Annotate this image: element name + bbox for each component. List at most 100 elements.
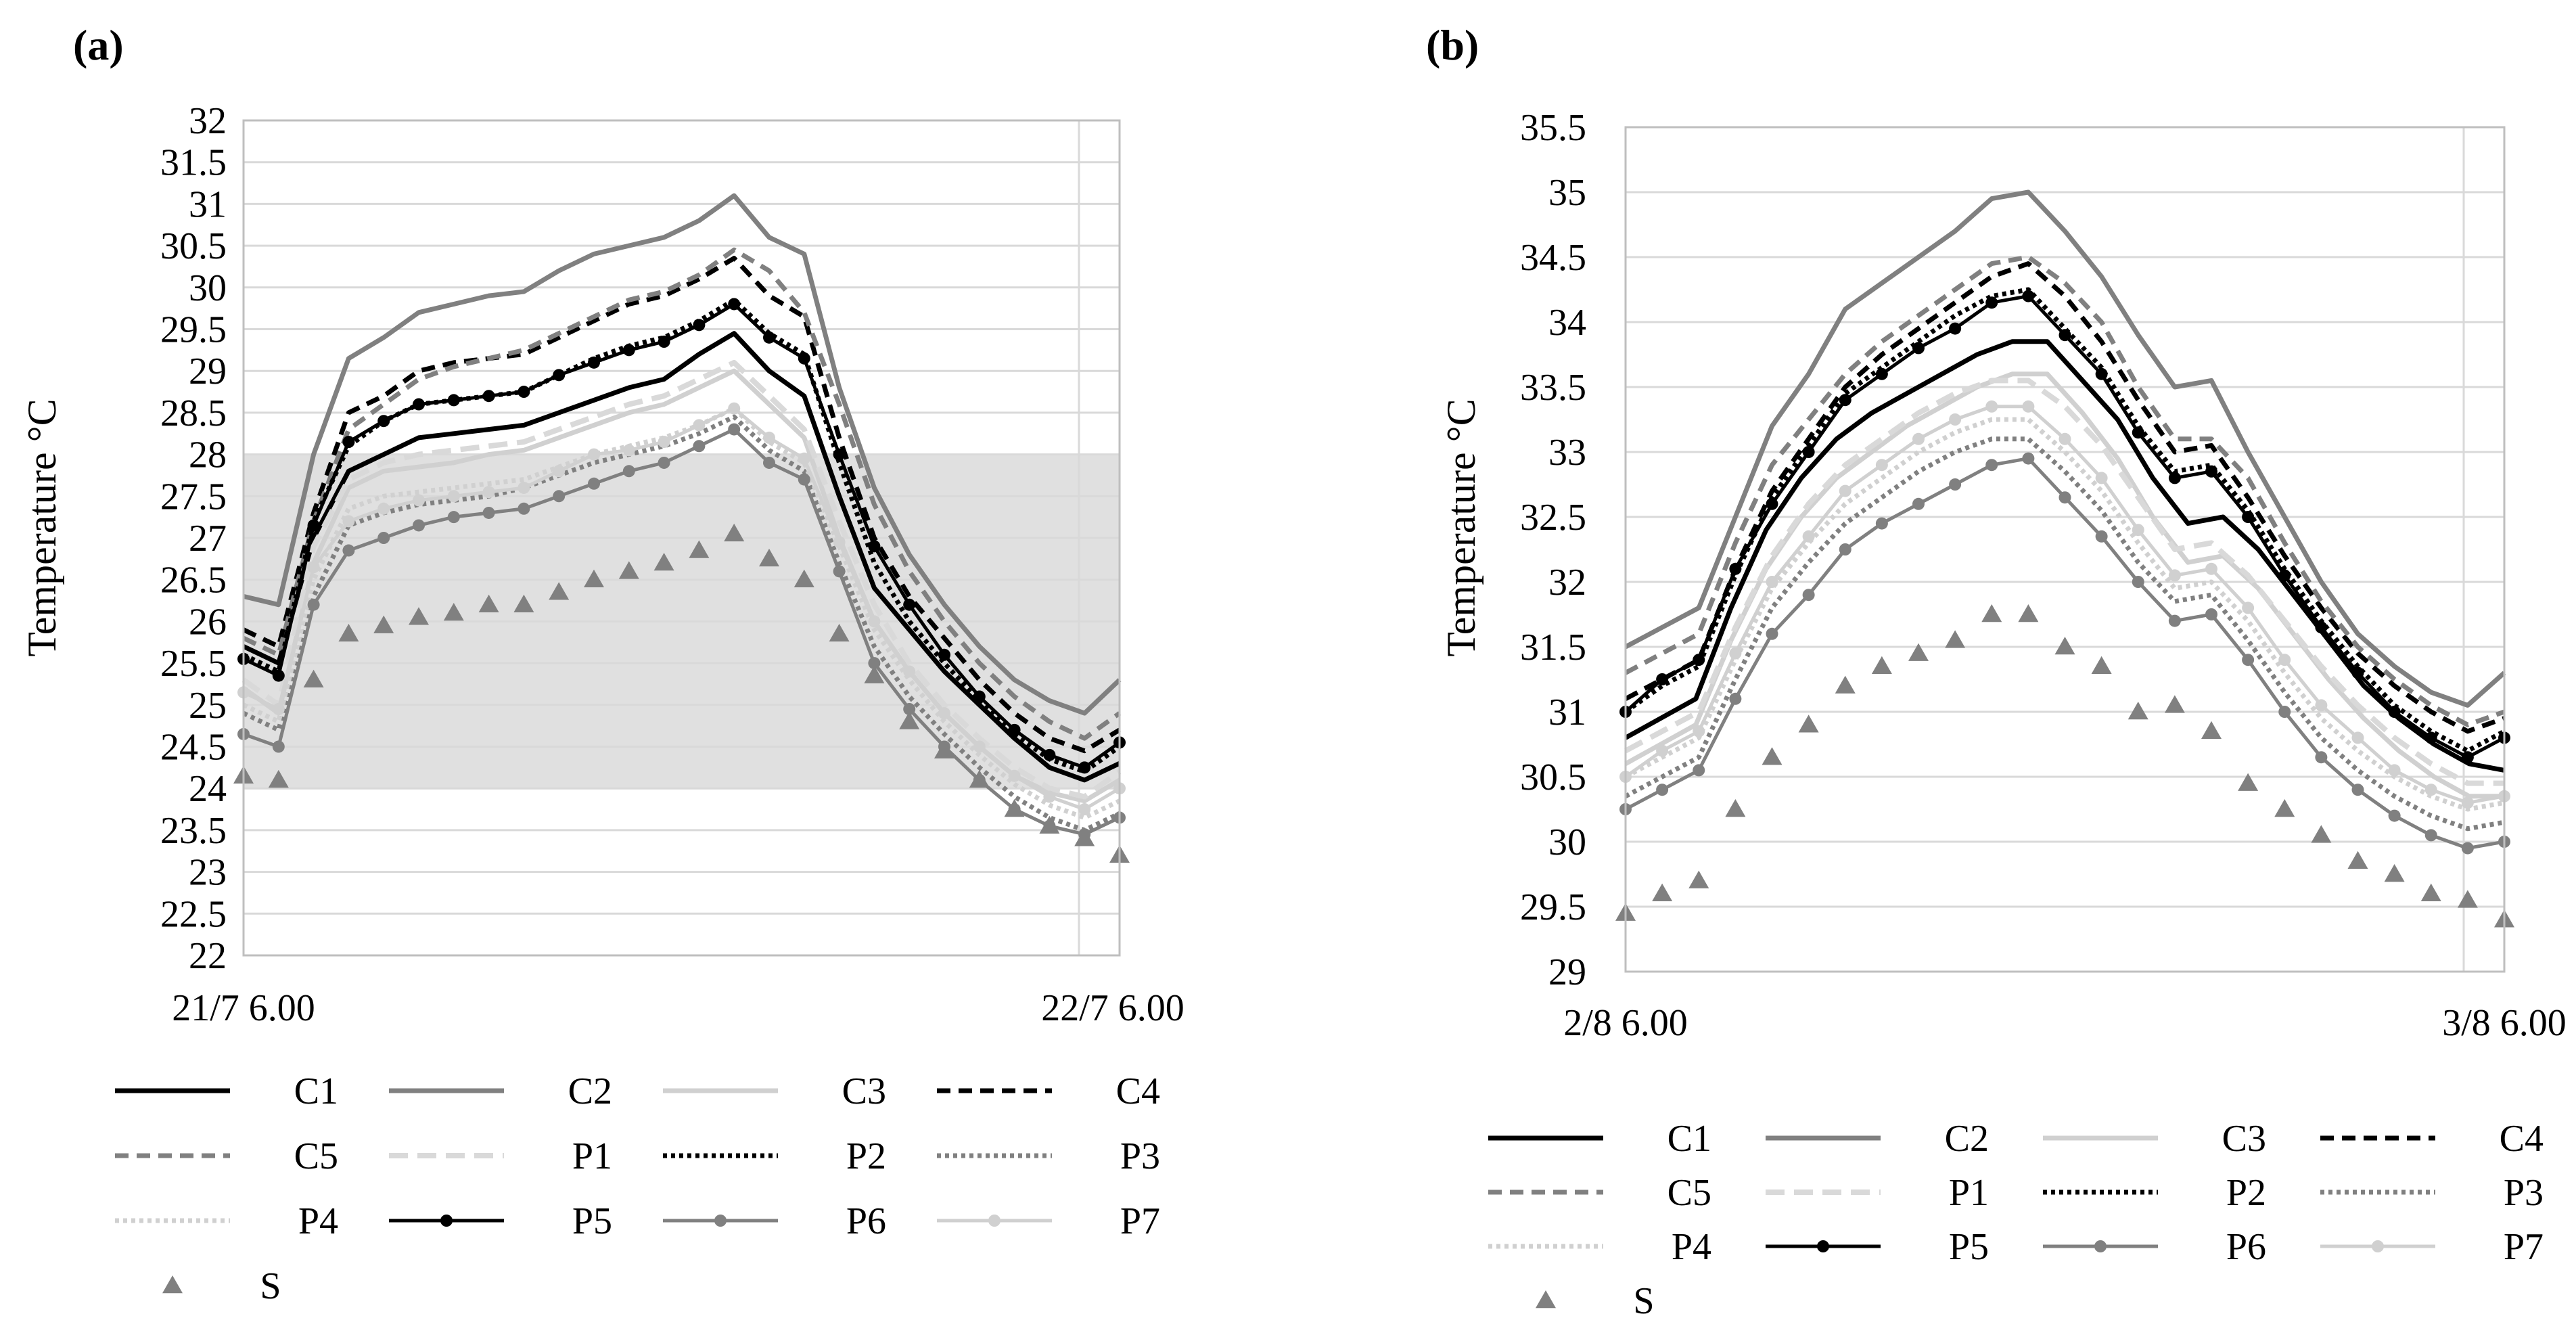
legend-marker-P5 xyxy=(440,1215,453,1227)
y-tick-label: 29.5 xyxy=(1520,886,1586,928)
point-P5 xyxy=(728,298,741,311)
point-P5 xyxy=(1912,342,1925,355)
legend-label-P3: P3 xyxy=(1120,1135,1160,1177)
point-P7 xyxy=(413,494,425,507)
point-P5 xyxy=(798,352,810,365)
point-P7 xyxy=(693,419,706,432)
series-P4 xyxy=(242,406,1121,820)
legend-entry-P6: P6 xyxy=(2043,1226,2266,1268)
series-line-C4 xyxy=(242,256,1121,754)
legend-entry-S: S xyxy=(1536,1280,1655,1322)
y-tick-labels-b: 29 29.5 30 30.5 31 31.5 32 32.5 33 33.5 34 34.5 35 35… xyxy=(1520,107,1586,993)
point-P7 xyxy=(1043,790,1056,803)
legend-entry-P4: P4 xyxy=(1488,1226,1711,1268)
legend-label-P4: P4 xyxy=(298,1200,338,1242)
point-P6 xyxy=(2168,614,2181,627)
series-line-C4 xyxy=(1624,261,2506,734)
legend-label-P2: P2 xyxy=(2226,1172,2266,1214)
point-P6 xyxy=(2242,654,2255,666)
point-P7 xyxy=(2351,731,2364,744)
legend-entry-C4: C4 xyxy=(937,1070,1160,1112)
point-S xyxy=(549,582,570,600)
point-P7 xyxy=(588,448,600,461)
point-P6 xyxy=(1912,497,1925,510)
point-P7 xyxy=(622,444,635,457)
series-line-C1 xyxy=(242,331,1121,783)
point-S xyxy=(338,623,359,642)
point-P6 xyxy=(1729,692,1742,705)
point-S xyxy=(1981,604,2002,622)
series-P5 xyxy=(1619,290,2510,764)
legend-label-P4: P4 xyxy=(1672,1226,1711,1268)
point-P6 xyxy=(1949,478,1962,491)
series-P2 xyxy=(1624,287,2506,754)
legend-entry-C5: C5 xyxy=(115,1135,338,1177)
legend-entry-P3: P3 xyxy=(937,1135,1160,1177)
point-P5 xyxy=(307,519,320,532)
point-P7 xyxy=(938,707,950,720)
point-S xyxy=(1798,715,1819,733)
point-P5 xyxy=(1043,748,1056,761)
legend-marker-P7 xyxy=(2372,1240,2384,1252)
series-P6 xyxy=(1619,452,2510,855)
legend-label-C2: C2 xyxy=(568,1070,612,1112)
x-tick-label: 22/7 6.00 xyxy=(1041,987,1184,1029)
y-tick-label: 23.5 xyxy=(160,810,227,852)
chart-panel-a: (a) Temperature °C 2222.52323.52424.5252… xyxy=(20,21,1184,1307)
point-P5 xyxy=(2095,367,2108,380)
series-line-P4 xyxy=(242,406,1121,820)
point-P5 xyxy=(2058,329,2071,342)
legend-label-P2: P2 xyxy=(846,1135,886,1177)
legend-label-P6: P6 xyxy=(846,1200,886,1242)
legend-entry-C2: C2 xyxy=(1766,1118,1989,1160)
point-P7 xyxy=(2132,524,2144,537)
y-tick-label: 32 xyxy=(1548,562,1586,604)
gridlines-a xyxy=(244,119,1120,957)
legend-label-S: S xyxy=(1633,1280,1654,1322)
point-P6 xyxy=(413,519,425,532)
point-P7 xyxy=(1766,576,1778,588)
point-P7 xyxy=(2278,654,2291,666)
legend-entry-P7: P7 xyxy=(2320,1226,2544,1268)
point-P7 xyxy=(1802,530,1815,543)
legend-marker-S xyxy=(1536,1290,1556,1309)
point-S xyxy=(1004,799,1025,817)
point-P6 xyxy=(728,423,741,436)
point-P5 xyxy=(2278,569,2291,582)
point-P7 xyxy=(868,615,881,628)
x-tick-labels-a: 21/7 6.00 22/7 6.00 xyxy=(172,987,1184,1029)
point-S xyxy=(2054,637,2075,655)
point-P7 xyxy=(1875,459,1888,472)
point-S xyxy=(724,523,745,542)
point-P6 xyxy=(2388,809,2401,822)
point-S xyxy=(1074,828,1095,846)
point-S xyxy=(2274,799,2295,817)
y-tick-label: 25.5 xyxy=(160,643,227,685)
legend-label-P7: P7 xyxy=(1120,1200,1160,1242)
series-line-C5 xyxy=(1624,254,2506,727)
point-P6 xyxy=(1875,517,1888,530)
y-tick-label: 26.5 xyxy=(160,560,227,602)
y-axis-title-b: Temperature °C xyxy=(1439,399,1484,656)
point-P7 xyxy=(2461,796,2474,809)
point-P5 xyxy=(2132,426,2144,439)
y-tick-label: 22 xyxy=(189,935,227,977)
series-line-P1 xyxy=(242,359,1122,800)
point-P7 xyxy=(1693,725,1705,738)
legend-marker-S xyxy=(162,1275,183,1294)
point-P6 xyxy=(307,598,320,611)
legend-a: C1 C2 C3 C4 C5 P1 P2 P3 P4 P5 P6 P7 S xyxy=(115,1070,1160,1307)
x-tick-label: 2/8 6.00 xyxy=(1563,1002,1688,1044)
point-P5 xyxy=(2022,290,2035,302)
series-C4 xyxy=(242,256,1121,754)
point-P6 xyxy=(1802,589,1815,602)
y-tick-label: 27.5 xyxy=(160,476,227,518)
point-P7 xyxy=(482,486,495,499)
point-P5 xyxy=(658,336,670,348)
point-P7 xyxy=(447,490,460,503)
point-P6 xyxy=(1839,543,1852,556)
point-P5 xyxy=(553,369,566,382)
point-P7 xyxy=(342,515,355,528)
point-P6 xyxy=(447,511,460,524)
x-tick-label: 21/7 6.00 xyxy=(172,987,315,1029)
